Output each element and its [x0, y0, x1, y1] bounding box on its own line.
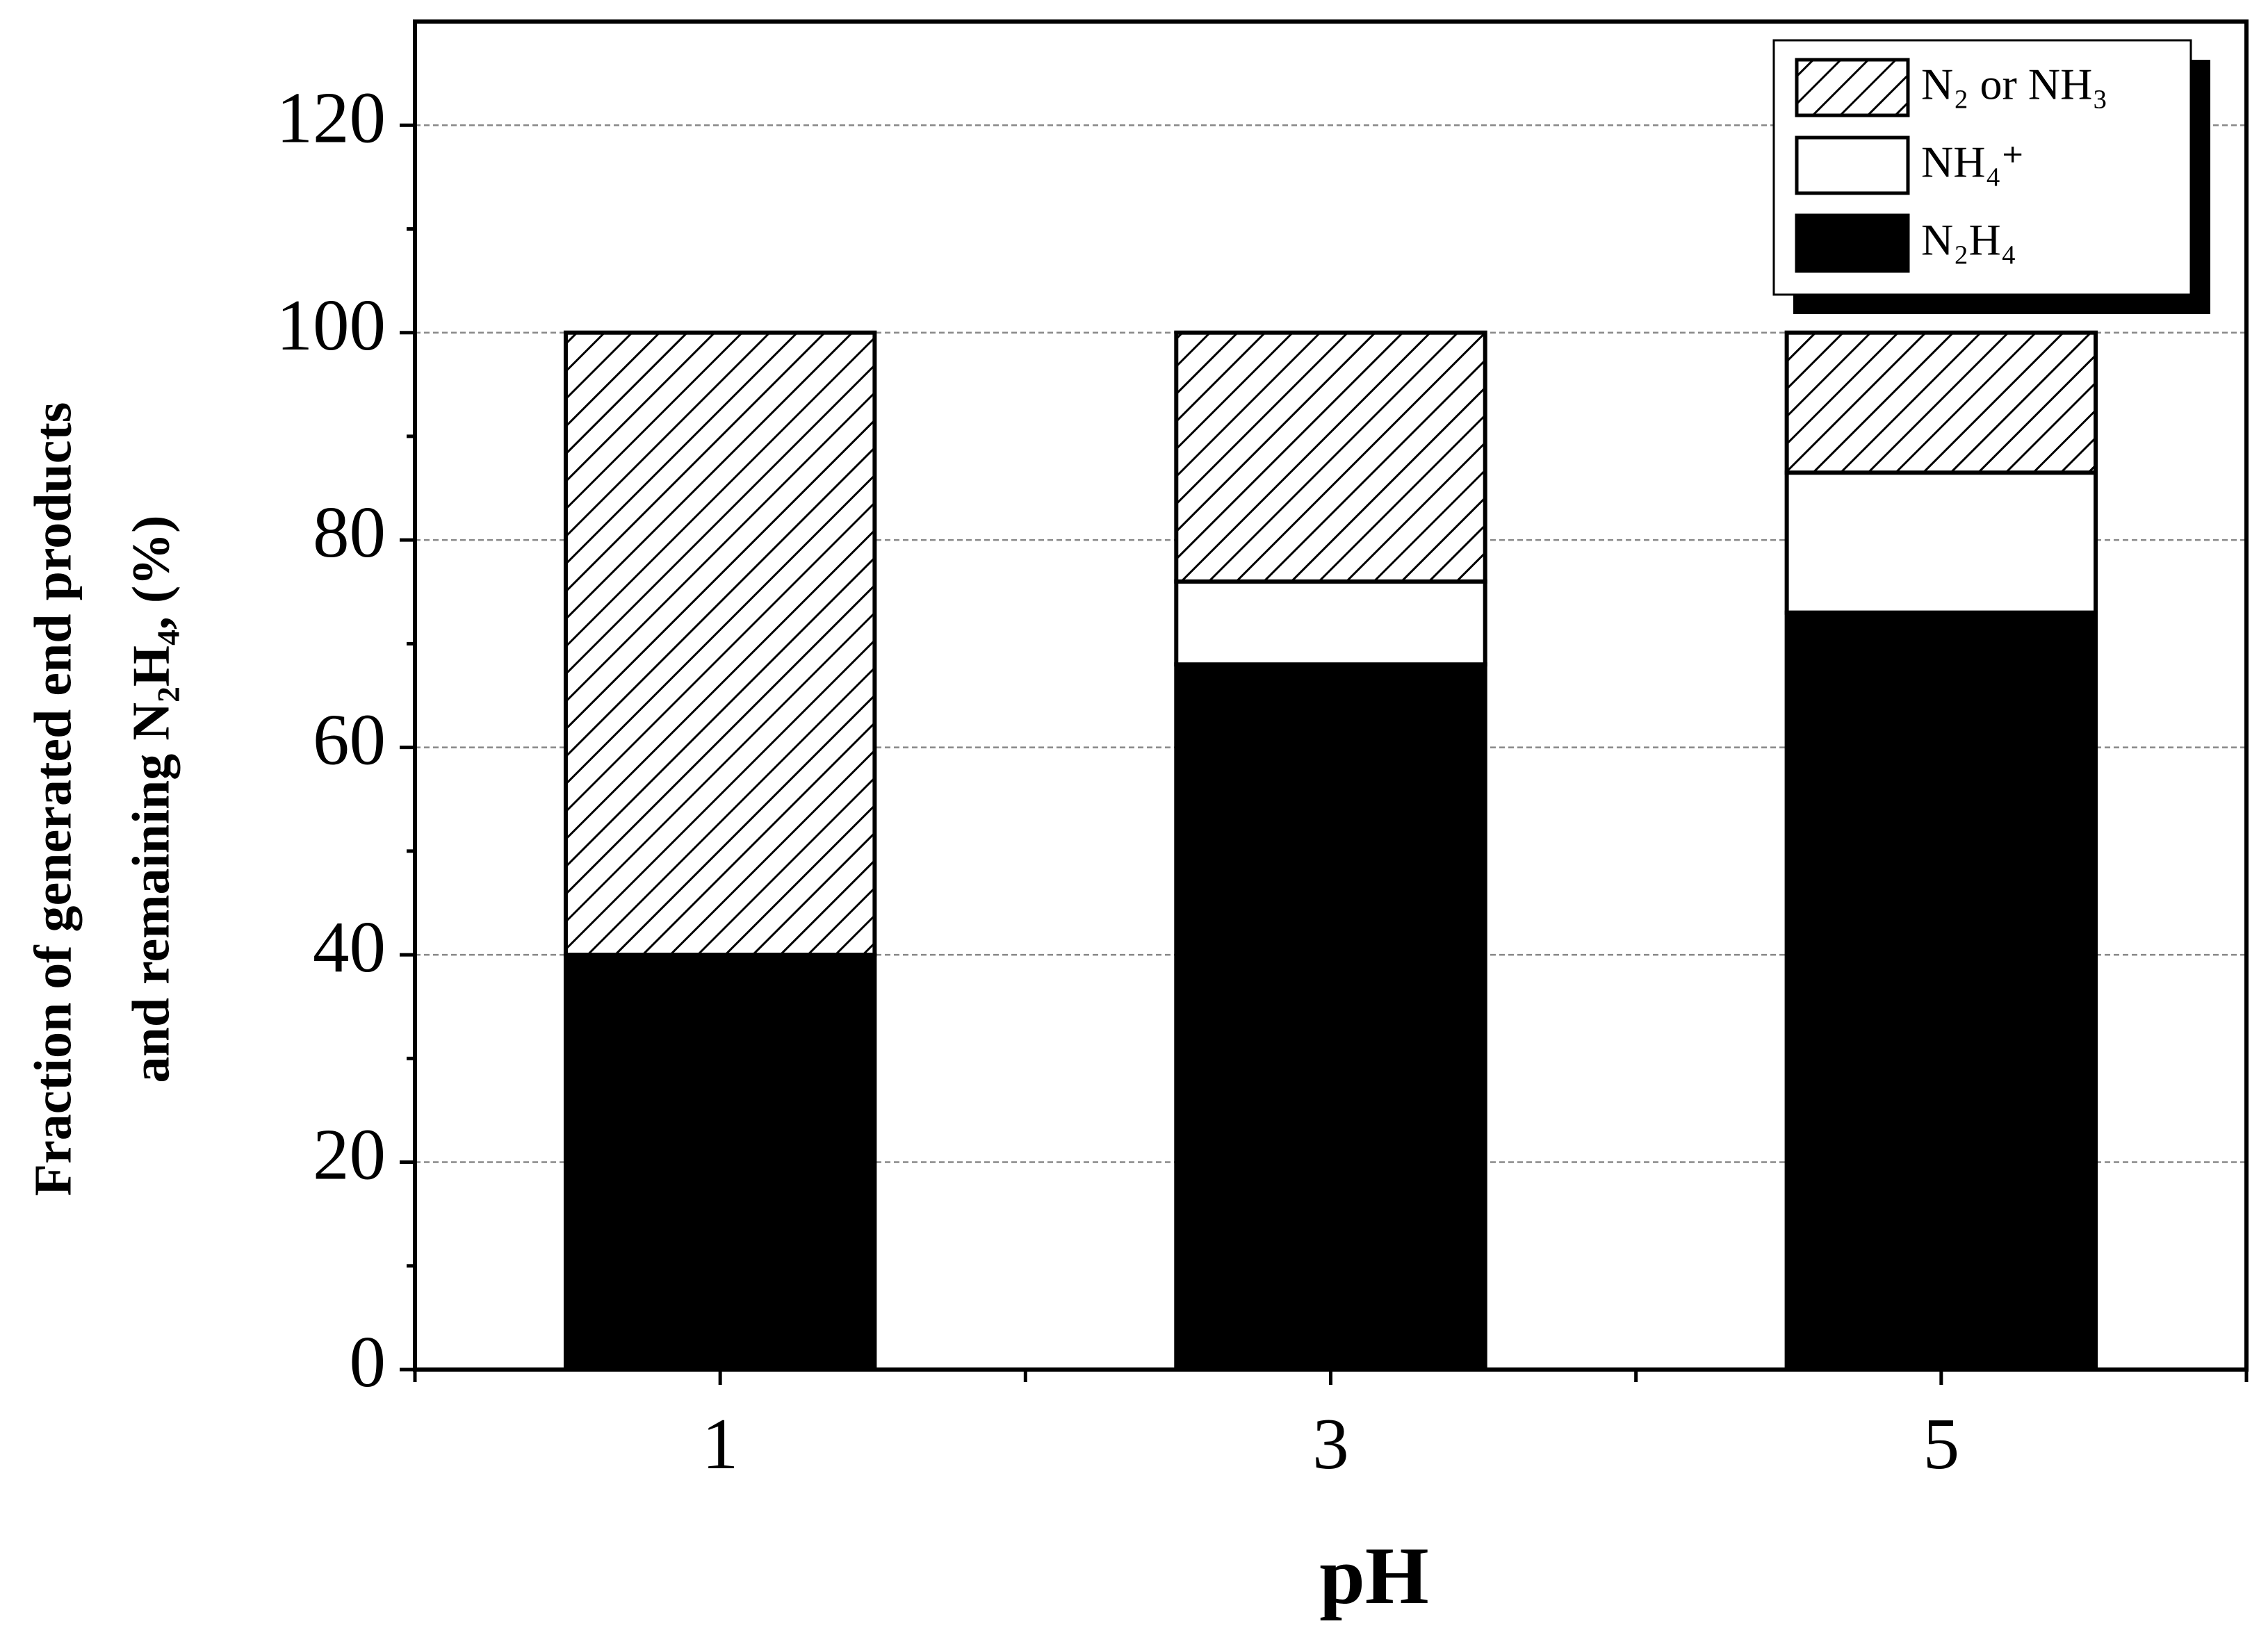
y-tick-label: 0 — [350, 1321, 386, 1402]
y-tick-label: 100 — [277, 284, 386, 365]
x-axis-label: pH — [1319, 1530, 1428, 1621]
y-tick-label: 60 — [313, 699, 386, 780]
bar-segment — [1784, 330, 2098, 475]
bar-segment — [1174, 662, 1487, 1372]
x-tick-label: 1 — [702, 1403, 739, 1484]
bar-segment — [1784, 470, 2098, 615]
y-axis-label: and remaining N₂H₄, (%) — [122, 516, 180, 1083]
legend-swatch — [1795, 213, 1910, 273]
bar-segment — [1174, 330, 1487, 584]
legend-swatch — [1795, 58, 1910, 117]
legend-swatch — [1795, 135, 1910, 195]
bar-segment — [1174, 579, 1487, 667]
bar-segment — [1784, 610, 2098, 1372]
plot-frame — [413, 19, 2249, 1372]
x-tick-label: 5 — [1923, 1403, 1960, 1484]
bar-segment — [563, 953, 877, 1372]
x-tick-label: 3 — [1312, 1403, 1349, 1484]
legend-label: N₂H₄ — [1921, 215, 2016, 265]
legend-label: NH₄⁺ — [1921, 138, 2025, 187]
bar-segment — [563, 330, 877, 958]
legend-label: N₂ or NH₃ — [1921, 60, 2108, 109]
y-tick-label: 80 — [313, 491, 386, 573]
y-axis-label: Fraction of generated end products — [24, 402, 82, 1197]
y-tick-label: 120 — [277, 76, 386, 158]
y-tick-label: 20 — [313, 1114, 386, 1195]
y-tick-label: 40 — [313, 906, 386, 987]
